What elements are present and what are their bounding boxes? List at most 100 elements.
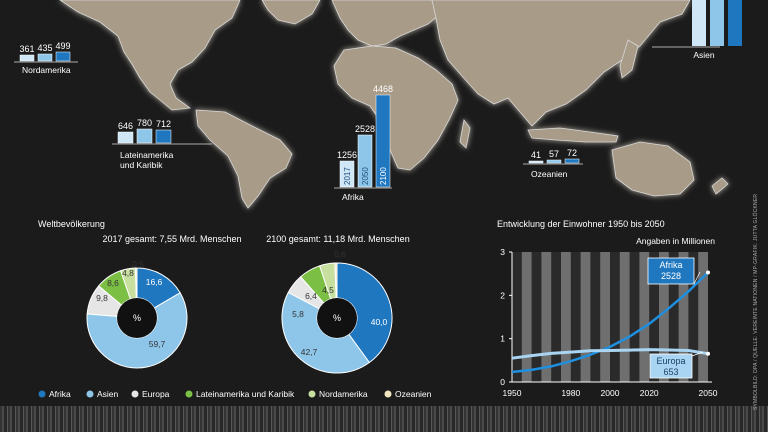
region-4: Asien — [652, 0, 742, 60]
legend-swatch — [131, 390, 139, 398]
line-chart: Entwicklung der Einwohner 1950 bis 2050 A… — [497, 219, 718, 398]
region-bar — [528, 160, 544, 164]
plot-stripe — [610, 252, 620, 382]
legend-label: Ozeanien — [395, 389, 432, 399]
plot-stripe — [668, 252, 679, 382]
series-label-value: 653 — [663, 367, 678, 377]
y-tick-label: 3 — [500, 247, 505, 257]
region-bar — [375, 94, 391, 188]
x-tick-label: 1950 — [503, 388, 522, 398]
region-bar-value: 712 — [156, 119, 171, 129]
donut-slice-label: 42,7 — [301, 347, 318, 357]
landmass-new-zealand — [711, 177, 729, 195]
region-bar-year: 2017 — [343, 167, 352, 185]
donut-hole — [117, 298, 157, 338]
landmass-europe — [331, 0, 441, 47]
series-label-box — [647, 257, 695, 285]
region-bar-value: 361 — [19, 44, 34, 54]
legend-label: Afrika — [49, 389, 71, 399]
landmass-australia — [611, 141, 695, 197]
series-line-0 — [511, 271, 709, 374]
legend-swatch — [86, 390, 94, 398]
crowd-photo-strip — [0, 406, 768, 432]
region-2: 1256 2017 2528 2050 4468 2100 Afrika — [334, 84, 393, 202]
donut-slice-label: 0,6 — [334, 249, 346, 259]
section-title: Weltbevölkerung — [38, 219, 105, 229]
donut-hole — [317, 298, 357, 338]
region-bar-year: 2100 — [379, 167, 388, 185]
line-chart-title: Entwicklung der Einwohner 1950 bis 2050 — [497, 219, 665, 229]
plot-stripe — [551, 252, 561, 382]
region-bar — [692, 0, 706, 46]
donut-slice-label: 0,5 — [132, 259, 144, 269]
landmass-africa — [333, 45, 459, 171]
plot-stripe — [531, 252, 542, 382]
x-tick-label: 2020 — [640, 388, 659, 398]
legend-swatch — [308, 390, 316, 398]
region-bar — [546, 159, 562, 164]
donut-title: 2017 gesamt: 7,55 Mrd. Menschen — [102, 234, 241, 244]
landmass-indonesia — [527, 127, 619, 143]
donut-slice-label: 6,4 — [305, 291, 317, 301]
legend-swatch — [38, 390, 46, 398]
series-label-name: Afrika — [659, 260, 682, 270]
landmass-asia — [431, 0, 691, 127]
region-bar — [710, 0, 724, 46]
region-bar-value: 499 — [55, 41, 70, 51]
y-tick-label: 1 — [500, 334, 505, 344]
world-map — [59, 0, 729, 209]
region-bar — [357, 134, 373, 188]
region-bar — [728, 0, 742, 46]
series-label-name: Europa — [656, 356, 685, 366]
legend-label: Europa — [142, 389, 170, 399]
region-bar — [564, 158, 580, 164]
landmass-greenland — [261, 0, 321, 25]
landmass-madagascar — [459, 119, 471, 149]
series-label-value: 2528 — [661, 271, 681, 281]
series-line-1 — [511, 348, 709, 360]
landmass-japan — [619, 39, 639, 79]
donut-slice-label: 59,7 — [149, 339, 166, 349]
donut-chart-2017: 2017 gesamt: 7,55 Mrd. Menschen% 16,6 59,7… — [86, 234, 242, 369]
region-bar — [55, 51, 71, 62]
x-tick-label: 2000 — [601, 388, 620, 398]
donut-slice-label: 5,8 — [292, 309, 304, 319]
region-bar-value: 57 — [549, 149, 559, 159]
line-chart-subtitle: Angaben in Millionen — [636, 236, 715, 246]
region-name: Asien — [693, 50, 715, 60]
plot-stripe — [512, 252, 522, 382]
region-bar — [136, 128, 153, 144]
donut-chart-2100: 2100 gesamt: 11,18 Mrd. Menschen% 40,0 42,… — [266, 234, 410, 374]
region-bar-value: 435 — [37, 43, 52, 53]
legend-swatch — [185, 390, 193, 398]
region-name: und Karibik — [120, 160, 163, 170]
region-name: Ozeanien — [531, 169, 568, 179]
y-tick-label: 2 — [500, 290, 505, 300]
plot-stripe — [590, 252, 601, 382]
region-bar — [37, 53, 53, 62]
x-tick-label: 2050 — [699, 388, 718, 398]
legend-swatch — [384, 390, 392, 398]
region-bar-value: 1256 — [337, 150, 357, 160]
region-bar-value: 72 — [567, 148, 577, 158]
donut-center-label: % — [333, 313, 341, 323]
landmass-south-america — [195, 109, 293, 209]
region-name: Nordamerika — [22, 65, 71, 75]
region-bar — [339, 160, 355, 188]
donut-slice-label: 8,6 — [107, 278, 119, 288]
region-0: 361 435 499 Nordamerika — [14, 41, 78, 75]
label-leader — [693, 271, 701, 285]
region-3: 41 57 72 Ozeanien — [523, 148, 583, 179]
region-bar — [155, 129, 172, 144]
regional-bar-groups: 361 435 499 Nordamerika 646 780 712 Lateinameri… — [14, 0, 742, 202]
series-end-point — [706, 270, 710, 275]
chart-legend: Afrika Asien Europa Lateinamerika und Karib… — [38, 389, 432, 399]
region-bar-value: 41 — [531, 150, 541, 160]
region-bar — [117, 131, 134, 144]
plot-stripe — [570, 252, 581, 382]
region-bar-value: 4468 — [373, 84, 393, 94]
legend-label: Asien — [97, 389, 119, 399]
plot-stripe — [649, 252, 659, 382]
